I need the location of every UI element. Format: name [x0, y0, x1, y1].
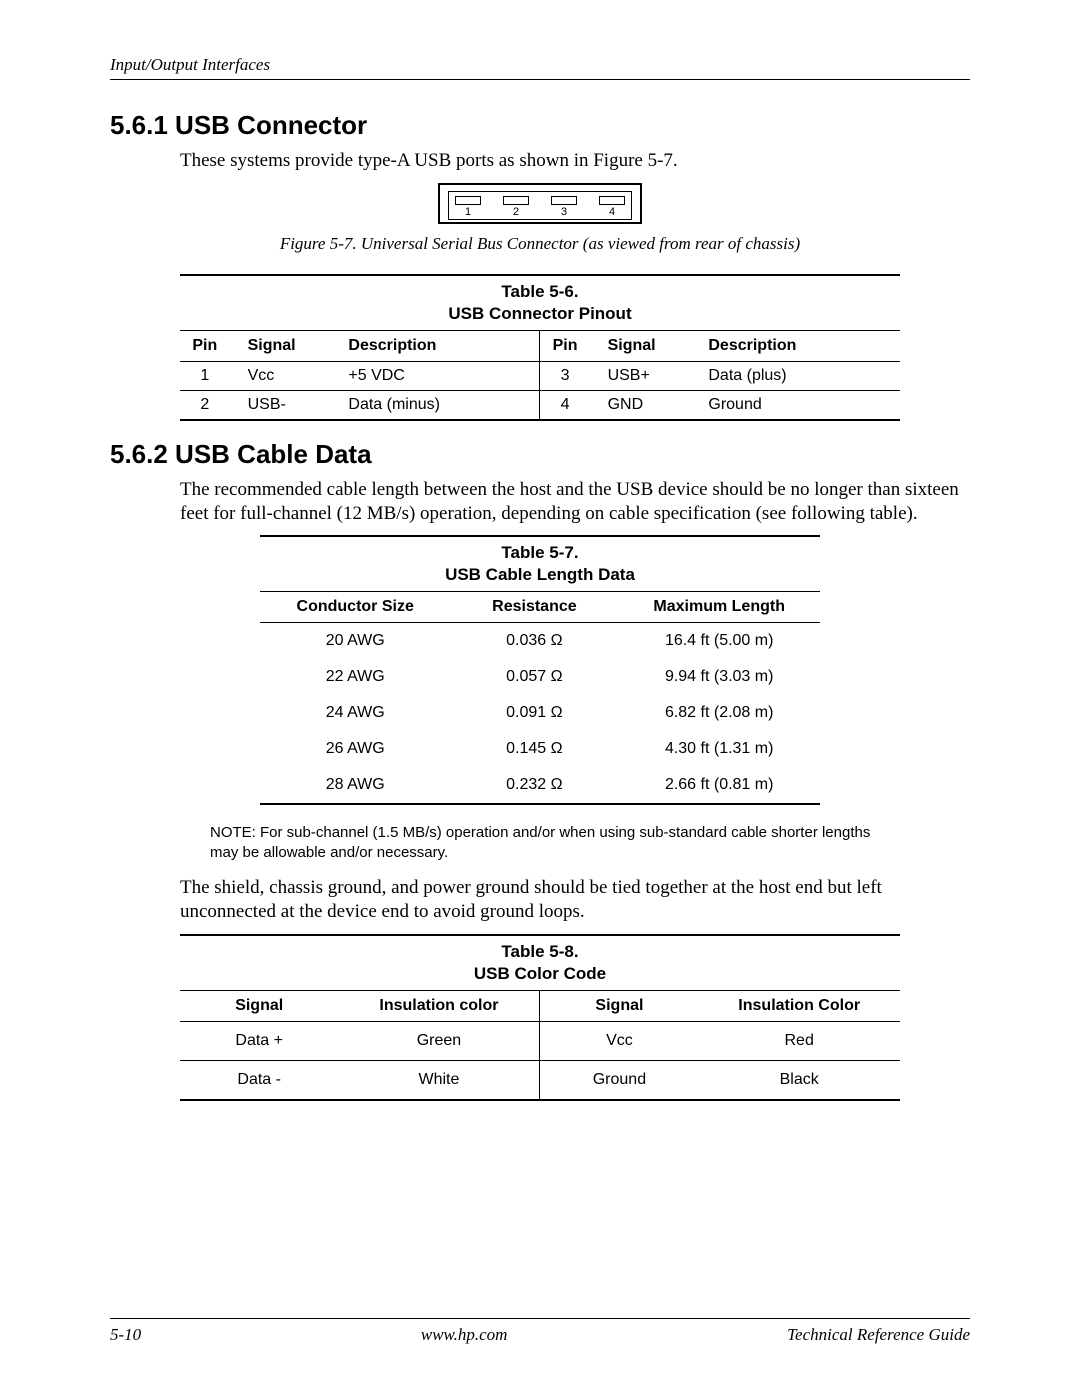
page-footer: 5-10 www.hp.com Technical Reference Guid… — [110, 1318, 970, 1345]
col-head-signal: Signal — [540, 990, 698, 1021]
footer-page-number: 5-10 — [110, 1325, 141, 1345]
table-cell: 3 — [540, 361, 598, 390]
col-head-pin: Pin — [180, 330, 238, 361]
table-cell: Green — [338, 1021, 540, 1060]
table-cell: 0.057 Ω — [450, 659, 618, 695]
section-562-intro: The recommended cable length between the… — [180, 478, 970, 526]
col-head-description: Description — [338, 330, 540, 361]
table-cell: GND — [598, 390, 699, 420]
shield-paragraph: The shield, chassis ground, and power gr… — [180, 876, 970, 924]
table-cell: Data + — [180, 1021, 338, 1060]
table-cell: Vcc — [540, 1021, 698, 1060]
usb-pin-number: 2 — [503, 206, 529, 218]
table-title: Table 5-7. — [260, 536, 820, 565]
usb-pin-slot — [503, 196, 529, 205]
table-cell: USB+ — [598, 361, 699, 390]
table-cell: Data (plus) — [698, 361, 900, 390]
usb-pin-slot — [455, 196, 481, 205]
col-head-resistance: Resistance — [450, 592, 618, 623]
table-cell: Data (minus) — [338, 390, 540, 420]
table-subtitle: USB Color Code — [180, 964, 900, 991]
table-cell: 22 AWG — [260, 659, 450, 695]
table-cell: Data - — [180, 1060, 338, 1100]
table-cell: Ground — [540, 1060, 698, 1100]
table-cell: 26 AWG — [260, 731, 450, 767]
usb-pin-number: 1 — [455, 206, 481, 218]
table-5-7: Table 5-7. USB Cable Length Data Conduct… — [260, 535, 820, 805]
table-cell: 4 — [540, 390, 598, 420]
header-rule — [110, 79, 970, 80]
table-title: Table 5-6. — [180, 275, 900, 304]
col-head-signal: Signal — [238, 330, 339, 361]
table-cell: 24 AWG — [260, 695, 450, 731]
page: Input/Output Interfaces 5.6.1 USB Connec… — [0, 0, 1080, 1169]
usb-pin-number: 4 — [599, 206, 625, 218]
table-subtitle: USB Cable Length Data — [260, 565, 820, 592]
table-cell: +5 VDC — [338, 361, 540, 390]
col-head-description: Description — [698, 330, 900, 361]
usb-pin-slot — [599, 196, 625, 205]
section-561-intro: These systems provide type-A USB ports a… — [180, 149, 970, 173]
table-cell: 0.145 Ω — [450, 731, 618, 767]
table-5-8: Table 5-8. USB Color Code Signal Insulat… — [180, 934, 900, 1101]
footer-rule — [110, 1318, 970, 1319]
table-cell: Red — [698, 1021, 900, 1060]
table-subtitle: USB Connector Pinout — [180, 304, 900, 331]
table-cell: 0.036 Ω — [450, 623, 618, 660]
col-head-pin: Pin — [540, 330, 598, 361]
table-cell: 6.82 ft (2.08 m) — [618, 695, 820, 731]
table-cell: 0.232 Ω — [450, 767, 618, 804]
table-cell: 0.091 Ω — [450, 695, 618, 731]
col-head-signal: Signal — [598, 330, 699, 361]
figure-caption: Figure 5-7. Universal Serial Bus Connect… — [110, 234, 970, 254]
col-head-signal: Signal — [180, 990, 338, 1021]
footer-url: www.hp.com — [421, 1325, 508, 1345]
table-cell: 16.4 ft (5.00 m) — [618, 623, 820, 660]
table-title: Table 5-8. — [180, 935, 900, 964]
col-head-maxlen: Maximum Length — [618, 592, 820, 623]
table-cell: 2.66 ft (0.81 m) — [618, 767, 820, 804]
usb-pin-slot — [551, 196, 577, 205]
section-heading-562: 5.6.2 USB Cable Data — [110, 439, 970, 470]
table-cell: White — [338, 1060, 540, 1100]
table-cell: Ground — [698, 390, 900, 420]
table-cell: Vcc — [238, 361, 339, 390]
table-5-6: Table 5-6. USB Connector Pinout Pin Sign… — [180, 274, 900, 421]
table-cell: 2 — [180, 390, 238, 420]
running-head: Input/Output Interfaces — [110, 55, 970, 75]
usb-connector-figure: 1 2 3 4 — [110, 183, 970, 224]
table-cell: 9.94 ft (3.03 m) — [618, 659, 820, 695]
col-head-insulation: Insulation color — [338, 990, 540, 1021]
col-head-conductor: Conductor Size — [260, 592, 450, 623]
table-cell: 1 — [180, 361, 238, 390]
footer-doc-title: Technical Reference Guide — [787, 1325, 970, 1345]
table-cell: 28 AWG — [260, 767, 450, 804]
table-cell: USB- — [238, 390, 339, 420]
table-cell: Black — [698, 1060, 900, 1100]
table-cell: 20 AWG — [260, 623, 450, 660]
usb-pin-number: 3 — [551, 206, 577, 218]
col-head-insulation: Insulation Color — [698, 990, 900, 1021]
table-cell: 4.30 ft (1.31 m) — [618, 731, 820, 767]
section-heading-561: 5.6.1 USB Connector — [110, 110, 970, 141]
table-5-7-note: NOTE: For sub-channel (1.5 MB/s) operati… — [210, 823, 890, 862]
